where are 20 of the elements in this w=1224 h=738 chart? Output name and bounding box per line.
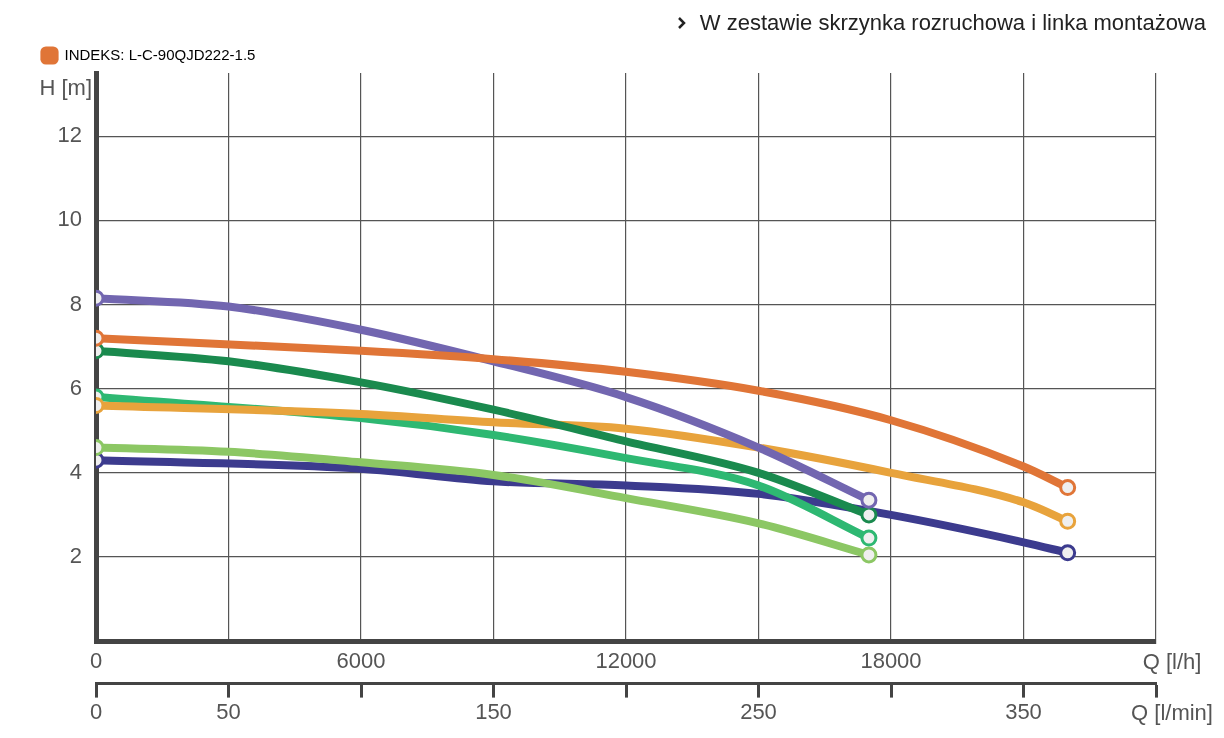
x2-tick-label: 0 [89,698,103,724]
x-tick-label: 12000 [595,648,657,674]
x-tick-label: 18000 [860,648,922,674]
x-tick-label: 6000 [336,648,386,674]
x2-tick-label: 50 [216,698,241,724]
y-tick-label: 12 [57,122,82,148]
legend-label: INDEKS: L-C-90QJD222-1.5 [64,45,256,63]
y-tick-label: 10 [57,206,82,232]
y-tick-label: 6 [69,374,82,400]
y-tick-label: 8 [69,290,82,316]
x-axis-title: Q [l/h] [1142,649,1202,675]
y-axis-title: H [m] [39,75,92,101]
text: W zestawie skrzynka rozruchowa i linka montażowa [699,10,1206,36]
x2-axis-title: Q [l/min] [1131,699,1213,725]
x2-tick-label: 250 [740,698,777,724]
y-tick-label: 2 [69,543,82,569]
x2-tick-label: 150 [475,698,512,724]
x-tick-label: 0 [89,648,103,674]
y-tick-label: 4 [69,458,82,484]
x2-tick-label: 350 [1005,698,1042,724]
